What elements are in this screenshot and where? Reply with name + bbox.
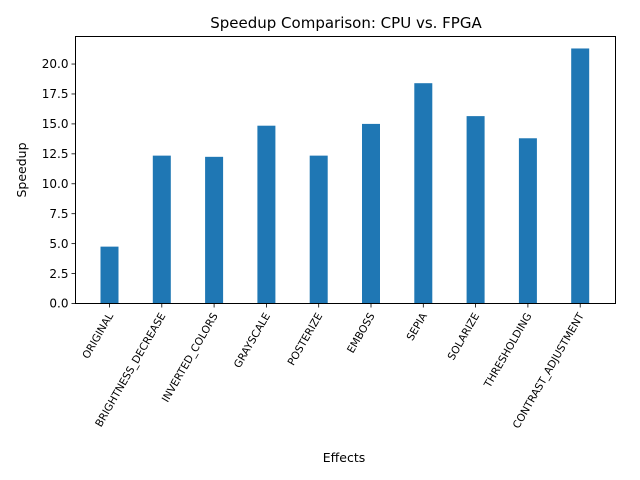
bar-inverted-colors	[205, 156, 224, 304]
x-axis-ticks: ORIGINALBRIGHTNESS_DECREASEINVERTED_COLO…	[80, 303, 587, 431]
y-tick-label: 17.5	[42, 87, 69, 101]
x-tick-label: GRAYSCALE	[232, 311, 273, 370]
x-axis-label: Effects	[323, 450, 366, 465]
x-tick-label: SEPIA	[405, 310, 431, 343]
y-axis-ticks: 0.0 2.5 5.0 7.5 10.0 12.5 15.0 17.5 20.0	[42, 57, 76, 311]
bar-contrast-adjustment	[571, 48, 590, 304]
x-tick-label: POSTERIZE	[286, 311, 326, 368]
y-axis-label: Speedup	[14, 142, 29, 197]
bar-thresholding	[518, 138, 537, 304]
x-tick-label: SOLARIZE	[446, 311, 483, 362]
x-tick-label: THRESHOLDING	[482, 311, 535, 391]
y-tick-label: 20.0	[42, 57, 69, 71]
bar-solarize	[466, 116, 485, 304]
plot-frame	[75, 36, 616, 304]
bar-emboss	[362, 123, 380, 304]
y-tick-label: 12.5	[42, 147, 69, 161]
bar-sepia	[414, 83, 433, 304]
bar-original	[100, 246, 119, 304]
y-tick-label: 5.0	[49, 237, 68, 251]
y-tick-label: 0.0	[49, 297, 68, 311]
bar-grayscale	[257, 125, 276, 304]
bar-brightness-decrease	[152, 155, 171, 304]
bars-group	[100, 48, 590, 304]
bar-posterize	[309, 155, 328, 304]
x-tick-label: INVERTED_COLORS	[160, 311, 221, 405]
x-tick-label: EMBOSS	[345, 311, 378, 356]
y-tick-label: 15.0	[42, 117, 69, 131]
x-tick-label: ORIGINAL	[80, 311, 116, 361]
y-tick-label: 2.5	[49, 267, 68, 281]
chart-title: Speedup Comparison: CPU vs. FPGA	[210, 14, 482, 32]
y-tick-label: 7.5	[49, 207, 68, 221]
y-tick-label: 10.0	[42, 177, 69, 191]
